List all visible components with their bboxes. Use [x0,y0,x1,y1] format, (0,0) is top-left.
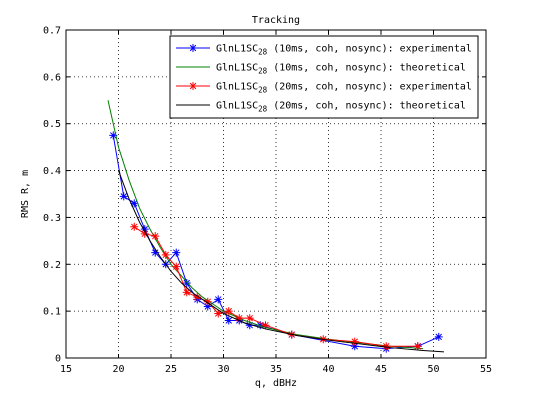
legend-marker [189,44,197,52]
data-point [235,314,244,323]
data-point [140,229,149,238]
tick-marks [65,29,487,359]
series-line [112,135,439,350]
data-point [151,232,160,241]
x-tick-label: 50 [427,364,439,375]
series-line [133,226,418,347]
data-point [245,314,254,323]
data-point [203,302,212,311]
series-3 [130,222,422,351]
legend-entry: GlnL1SC28 (20ms, coh, nosync): theoretic… [176,101,466,114]
y-tick-label: 0.4 [43,166,61,177]
y-tick-label: 0.6 [43,72,61,83]
data-point [224,316,233,325]
y-tick-label: 0.7 [43,26,61,37]
legend-entry: GlnL1SC28 (20ms, coh, nosync): experimen… [176,82,472,95]
data-point [203,297,212,306]
x-tick-labels: 15 20 25 30 35 40 45 50 55 [60,364,492,375]
data-point [350,337,359,346]
data-point [382,342,391,351]
y-tick-label: 0.5 [43,119,61,130]
data-point [172,248,181,257]
series-4 [118,170,445,353]
legend-marker [189,82,197,90]
x-tick-label: 55 [480,364,492,375]
x-tick-label: 25 [165,364,177,375]
x-tick-label: 45 [375,364,387,375]
x-tick-label: 30 [217,364,229,375]
y-tick-label: 0.3 [43,213,61,224]
data-point [256,321,265,330]
data-point [119,192,128,201]
data-point [413,342,422,351]
x-tick-label: 40 [322,364,334,375]
legend-entry: GlnL1SC28 (10ms, coh, nosync): experimen… [176,44,472,57]
data-point [109,131,118,140]
data-point [214,295,223,304]
data-point [130,222,139,231]
series-1 [109,131,443,353]
data-point [214,309,223,318]
data-point [151,248,160,257]
legend-box [169,35,479,119]
data-point [130,199,139,208]
legend: GlnL1SC28 (10ms, coh, nosync): experimen… [169,35,479,119]
x-tick-label: 20 [112,364,124,375]
data-point [161,250,170,259]
grid-lines [66,30,486,358]
data-point [245,321,254,330]
data-point [434,332,443,341]
legend-label: GlnL1SC28 (20ms, coh, nosync): theoretic… [216,101,466,114]
y-tick-labels: 0 0.1 0.2 0.3 0.4 0.5 0.6 0.7 [43,26,61,365]
x-tick-label: 15 [60,364,72,375]
y-tick-label: 0.2 [43,260,61,271]
legend-entry: GlnL1SC28 (10ms, coh, nosync): theoretic… [176,63,466,76]
series-layer [107,100,445,353]
data-point [182,279,191,288]
data-point [193,293,202,302]
legend-label: GlnL1SC28 (10ms, coh, nosync): theoretic… [216,63,466,76]
chart-title: Tracking [252,15,300,26]
legend-label: GlnL1SC28 (20ms, coh, nosync): experimen… [216,82,472,95]
data-point [350,342,359,351]
data-point [172,262,181,271]
y-tick-label: 0.1 [43,307,61,318]
series-line [118,170,445,353]
y-tick-label: 0 [55,354,61,365]
data-point [182,288,191,297]
y-axis-label: RMS R, m [20,170,31,218]
legend-label: GlnL1SC28 (10ms, coh, nosync): experimen… [216,44,472,57]
data-point [261,321,270,330]
x-axis-label: q, dBHz [255,378,297,389]
x-tick-label: 35 [270,364,282,375]
data-point [140,225,149,234]
data-point [224,307,233,316]
